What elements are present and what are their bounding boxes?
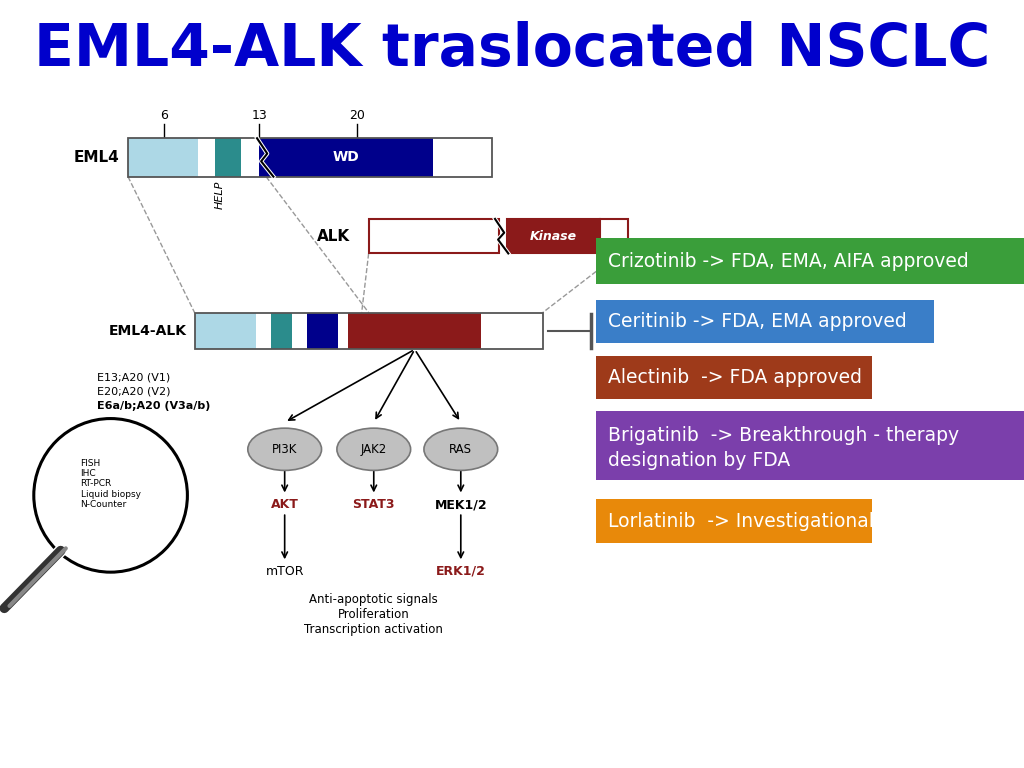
- Bar: [292, 313, 307, 349]
- Bar: [596, 499, 872, 543]
- Text: ERK1/2: ERK1/2: [436, 565, 485, 578]
- Text: Lorlatinib  -> Investigational: Lorlatinib -> Investigational: [608, 511, 874, 531]
- Text: E20;A20 (V2): E20;A20 (V2): [97, 386, 171, 397]
- Text: Brigatinib  -> Breakthrough - therapy: Brigatinib -> Breakthrough - therapy: [608, 425, 959, 445]
- Text: EML4-ALK traslocated NSCLC: EML4-ALK traslocated NSCLC: [34, 22, 990, 78]
- Bar: [596, 300, 934, 343]
- Bar: [596, 238, 1024, 284]
- Bar: [259, 138, 433, 177]
- Ellipse shape: [34, 419, 187, 572]
- Bar: [195, 313, 543, 349]
- Ellipse shape: [337, 429, 411, 470]
- Bar: [507, 219, 600, 253]
- Bar: [195, 313, 256, 349]
- Bar: [307, 313, 338, 349]
- Bar: [338, 313, 348, 349]
- Bar: [271, 313, 292, 349]
- Text: Crizotinib -> FDA, EMA, AIFA approved: Crizotinib -> FDA, EMA, AIFA approved: [608, 252, 969, 270]
- Bar: [128, 138, 492, 177]
- Text: E6a/b;A20 (V3a/b): E6a/b;A20 (V3a/b): [97, 400, 211, 411]
- Text: 6: 6: [160, 109, 168, 122]
- Bar: [128, 138, 198, 177]
- Text: HELP: HELP: [215, 180, 225, 209]
- Ellipse shape: [424, 429, 498, 470]
- Bar: [241, 138, 259, 177]
- Text: ALK: ALK: [317, 229, 350, 243]
- Text: PI3K: PI3K: [272, 443, 297, 455]
- Text: JAK2: JAK2: [360, 443, 387, 455]
- Text: STAT3: STAT3: [352, 498, 395, 511]
- Text: E13;A20 (V1): E13;A20 (V1): [97, 372, 171, 383]
- Text: mTOR: mTOR: [265, 565, 304, 578]
- Text: FISH
IHC
RT-PCR
Liquid biopsy
N-Counter: FISH IHC RT-PCR Liquid biopsy N-Counter: [81, 458, 140, 509]
- Bar: [369, 219, 499, 253]
- Text: EML4-ALK: EML4-ALK: [109, 324, 186, 338]
- Text: AKT: AKT: [270, 498, 299, 511]
- Text: WD: WD: [333, 151, 359, 164]
- Ellipse shape: [248, 429, 322, 470]
- Text: Kinase: Kinase: [530, 230, 578, 243]
- Bar: [256, 313, 271, 349]
- Bar: [600, 219, 628, 253]
- Bar: [198, 138, 215, 177]
- Text: 13: 13: [251, 109, 267, 122]
- Bar: [596, 411, 1024, 480]
- Text: Alectinib  -> FDA approved: Alectinib -> FDA approved: [608, 368, 862, 387]
- Text: designation by FDA: designation by FDA: [608, 451, 791, 470]
- Bar: [215, 138, 241, 177]
- Bar: [433, 138, 492, 177]
- Text: EML4: EML4: [74, 150, 120, 165]
- Text: Anti-apoptotic signals
Proliferation
Transcription activation: Anti-apoptotic signals Proliferation Tra…: [304, 593, 443, 636]
- Text: MEK1/2: MEK1/2: [434, 498, 487, 511]
- Text: RAS: RAS: [450, 443, 472, 455]
- Bar: [348, 313, 481, 349]
- Text: Ceritinib -> FDA, EMA approved: Ceritinib -> FDA, EMA approved: [608, 312, 907, 331]
- Bar: [596, 356, 872, 399]
- Text: 20: 20: [349, 109, 366, 122]
- Bar: [481, 313, 543, 349]
